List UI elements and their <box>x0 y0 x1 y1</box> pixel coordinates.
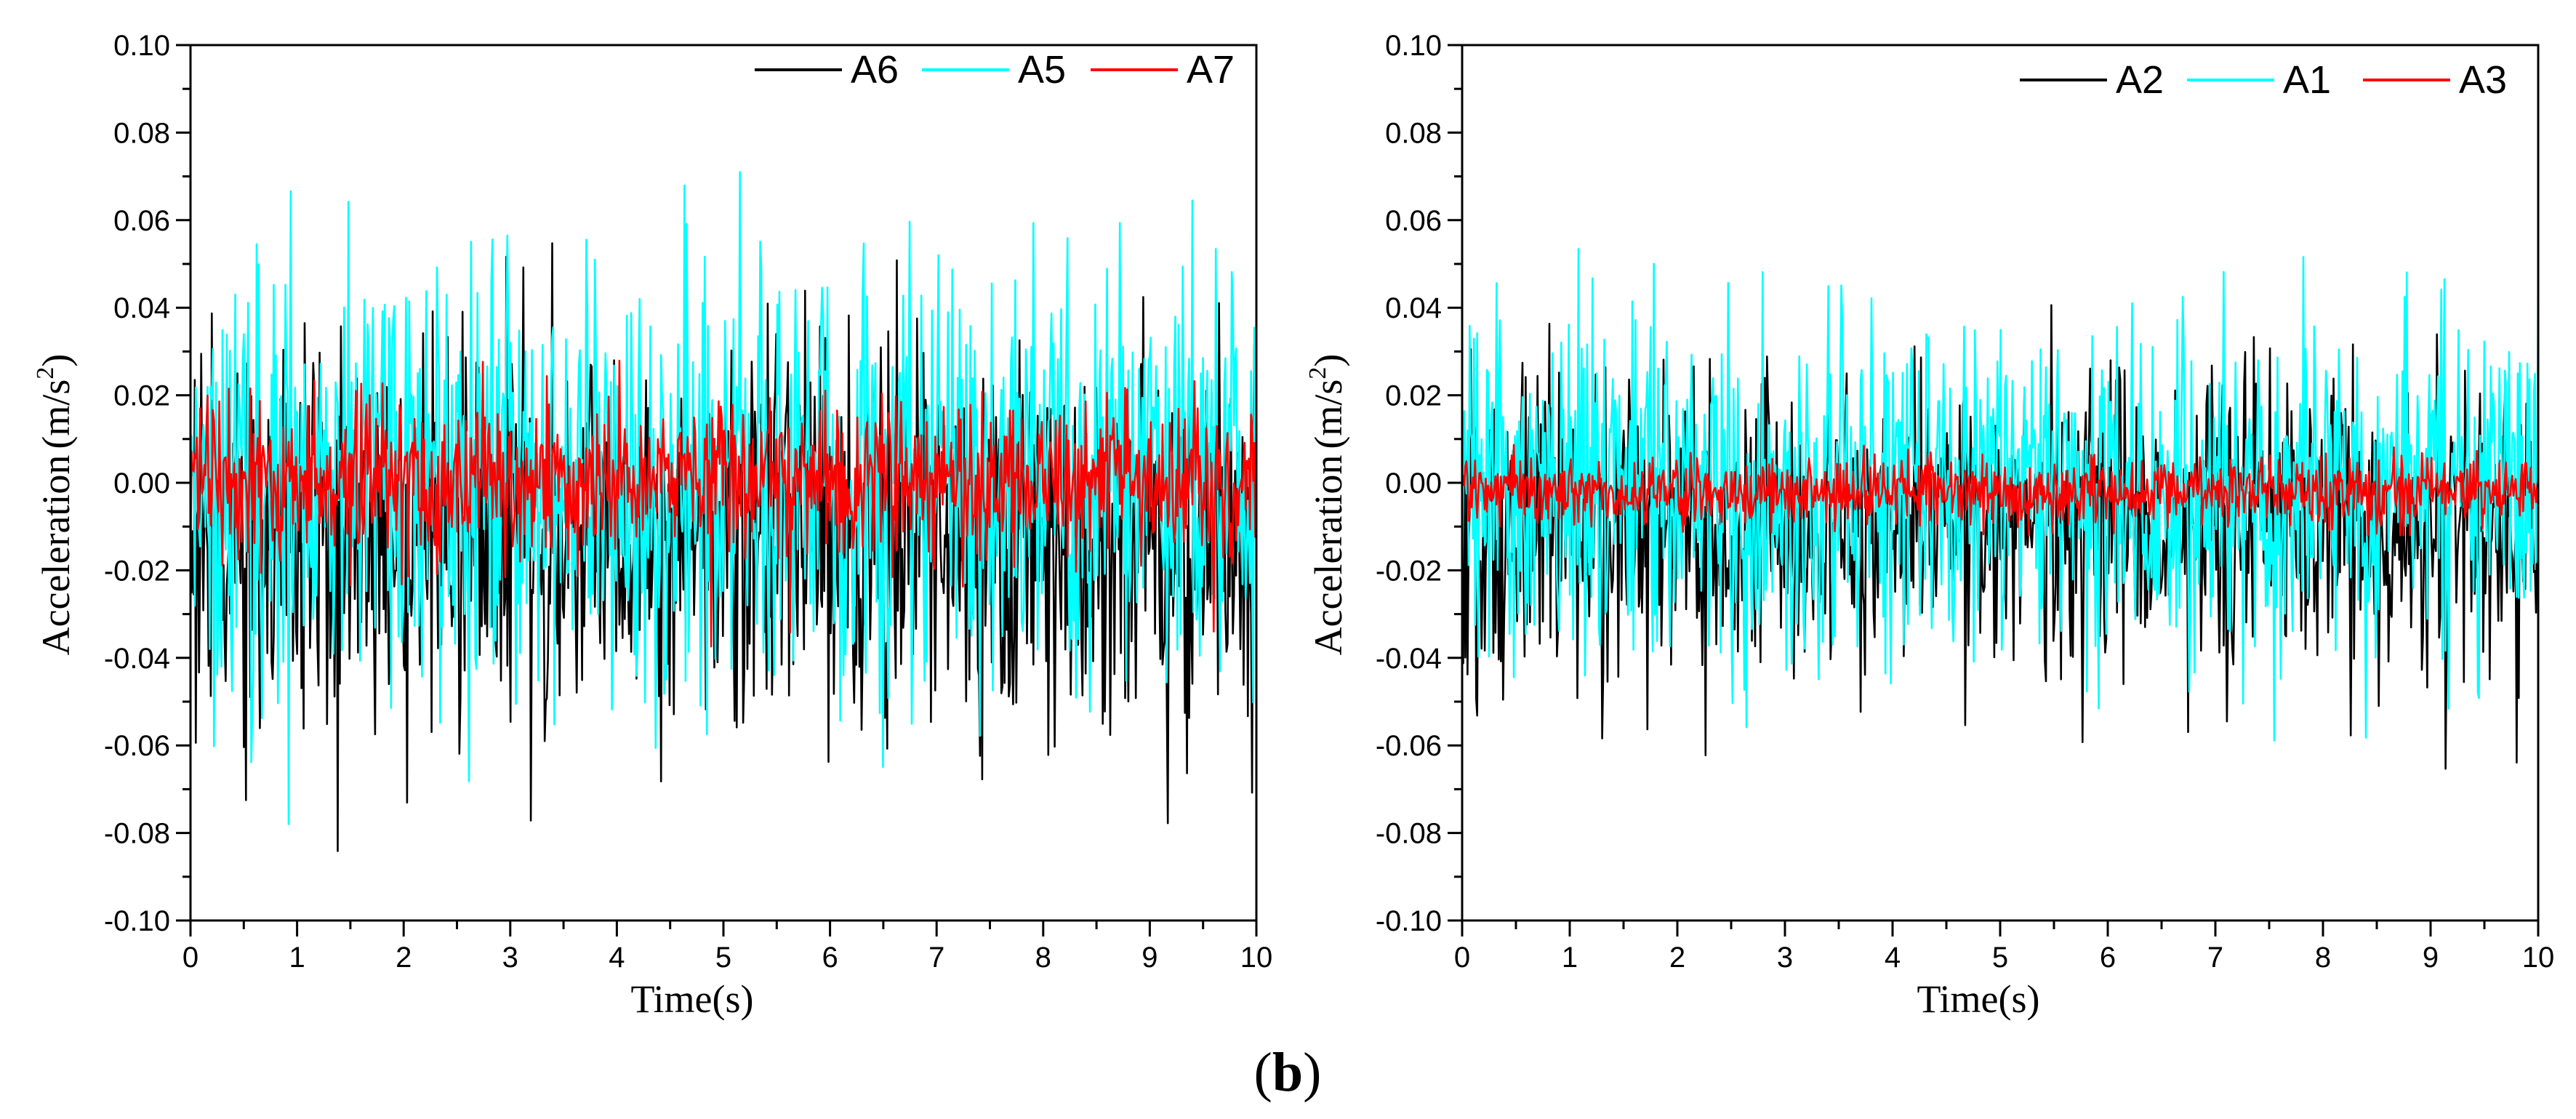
x-tick-label-right: 8 <box>2315 942 2331 974</box>
y-tick-label-right: 0.02 <box>1385 380 1442 412</box>
y-tick-labels-left: -0.10 -0.08 -0.06 -0.04 -0.02 0.00 0.02 0.04 0.0… <box>104 30 170 937</box>
x-tick-label-left: 8 <box>1035 942 1051 974</box>
y-tick-label-right: 0.00 <box>1385 468 1442 500</box>
chart-left: 0 1 2 3 4 5 6 7 8 9 10 -0.10 -0.08 -0.06 -0.04 -0.02 0.… <box>32 30 1272 1021</box>
y-tick-label-right: -0.10 <box>1376 905 1442 937</box>
y-tick-label-left: -0.10 <box>104 905 170 937</box>
x-tick-label-left: 1 <box>289 942 305 974</box>
x-tick-label-right: 9 <box>2423 942 2439 974</box>
x-tick-label-left: 9 <box>1141 942 1157 974</box>
x-tick-label-right: 3 <box>1777 942 1793 974</box>
y-tick-label-left: 0.08 <box>113 117 170 149</box>
panel-label: (b) <box>1254 1042 1322 1103</box>
x-tick-label-right: 7 <box>2207 942 2223 974</box>
y-tick-label-right: 0.08 <box>1385 117 1442 149</box>
x-tick-label-left: 7 <box>928 942 944 974</box>
x-tick-label-right: 5 <box>1992 942 2008 974</box>
y-tick-label-right: -0.02 <box>1376 555 1442 587</box>
y-tick-label-right: 0.04 <box>1385 292 1442 324</box>
x-axis-title-left: Time(s) <box>630 977 753 1021</box>
y-tick-labels-right: -0.10 -0.08 -0.06 -0.04 -0.02 0.00 0.02 0.04 0.0… <box>1376 30 1442 937</box>
y-tick-label-right: 0.10 <box>1385 30 1442 62</box>
y-tick-label-left: -0.02 <box>104 555 170 587</box>
x-tick-label-left: 6 <box>822 942 838 974</box>
x-tick-labels-right: 0 1 2 3 4 5 6 7 8 9 10 <box>1454 942 2554 974</box>
x-tick-labels-left: 0 1 2 3 4 5 6 7 8 9 10 <box>182 942 1272 974</box>
legend-left: A6 A5 A7 <box>755 48 1235 92</box>
legend-label-a1: A1 <box>2283 58 2331 102</box>
legend-right: A2 A1 A3 <box>2020 58 2507 102</box>
y-tick-label-left: 0.00 <box>113 468 170 500</box>
x-tick-label-left: 3 <box>502 942 518 974</box>
series-layer-left <box>189 171 1258 852</box>
y-tick-label-left: 0.06 <box>113 205 170 237</box>
y-axis-title-left: Acceleration(m/s2) <box>32 354 78 656</box>
x-tick-label-left: 5 <box>715 942 731 974</box>
y-tick-label-right: -0.08 <box>1376 818 1442 850</box>
series-line-a3 <box>1461 444 2540 537</box>
x-tick-label-right: 2 <box>1669 942 1685 974</box>
x-tick-label-right: 10 <box>2522 942 2555 974</box>
legend-label-a5: A5 <box>1018 48 1066 92</box>
ticks-right <box>1448 44 2540 936</box>
series-line-a7 <box>189 359 1258 648</box>
series-layer-right <box>1461 248 2540 770</box>
y-tick-label-left: -0.04 <box>104 643 170 675</box>
x-tick-label-right: 6 <box>2100 942 2116 974</box>
x-axis-title-right: Time(s) <box>1917 977 2039 1021</box>
legend-label-a2: A2 <box>2116 58 2164 102</box>
y-tick-label-right: -0.04 <box>1376 643 1442 675</box>
x-tick-label-left: 2 <box>396 942 412 974</box>
chart-right: 0 1 2 3 4 5 6 7 8 9 10 -0.10 -0.08 -0.06 -0.04 -0.02 0.… <box>1304 30 2554 1021</box>
y-axis-title-right: Acceleration(m/s2) <box>1304 354 1350 656</box>
legend-label-a3: A3 <box>2459 58 2507 102</box>
y-tick-label-left: -0.08 <box>104 818 170 850</box>
y-tick-label-right: -0.06 <box>1376 730 1442 762</box>
series-line-a5 <box>189 171 1258 825</box>
x-tick-label-left: 4 <box>609 942 625 974</box>
ticks-left <box>176 44 1258 936</box>
x-tick-label-right: 1 <box>1562 942 1578 974</box>
y-tick-label-left: 0.04 <box>113 292 170 324</box>
y-tick-label-left: 0.02 <box>113 380 170 412</box>
y-tick-label-left: -0.06 <box>104 730 170 762</box>
y-tick-label-left: 0.10 <box>113 30 170 62</box>
legend-label-a7: A7 <box>1187 48 1235 92</box>
x-tick-label-right: 0 <box>1454 942 1470 974</box>
x-tick-label-left: 10 <box>1240 942 1273 974</box>
x-tick-label-right: 4 <box>1885 942 1901 974</box>
legend-label-a6: A6 <box>851 48 899 92</box>
y-tick-label-right: 0.06 <box>1385 205 1442 237</box>
x-tick-label-left: 0 <box>182 942 198 974</box>
